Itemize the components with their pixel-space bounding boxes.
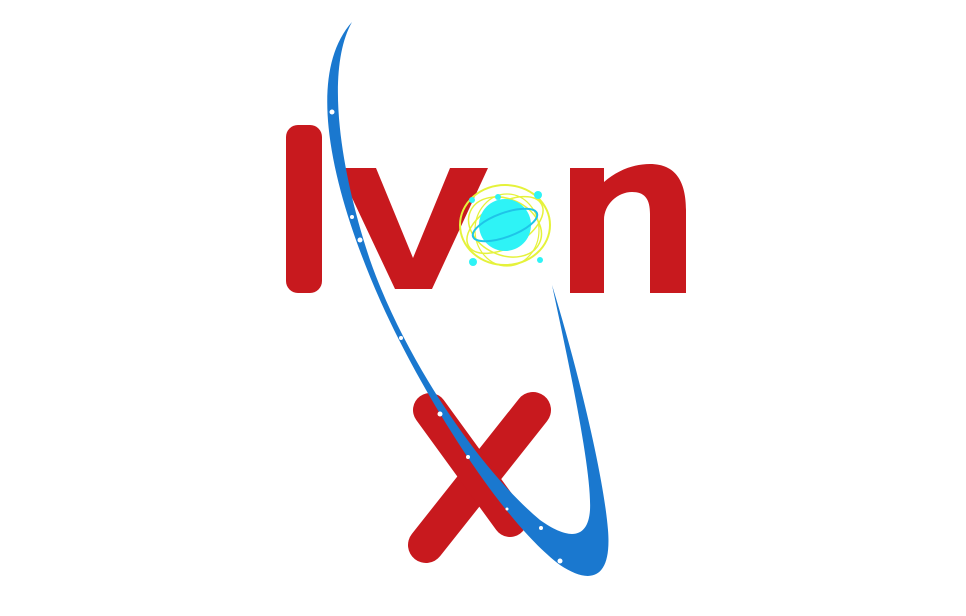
letter-n bbox=[570, 164, 686, 293]
letter-v bbox=[338, 168, 488, 289]
orbit-swoosh bbox=[327, 22, 609, 576]
star-dots bbox=[329, 109, 584, 564]
letter-x-stroke-2 bbox=[413, 393, 527, 537]
planet-icon bbox=[459, 184, 551, 267]
letter-i bbox=[286, 125, 322, 293]
